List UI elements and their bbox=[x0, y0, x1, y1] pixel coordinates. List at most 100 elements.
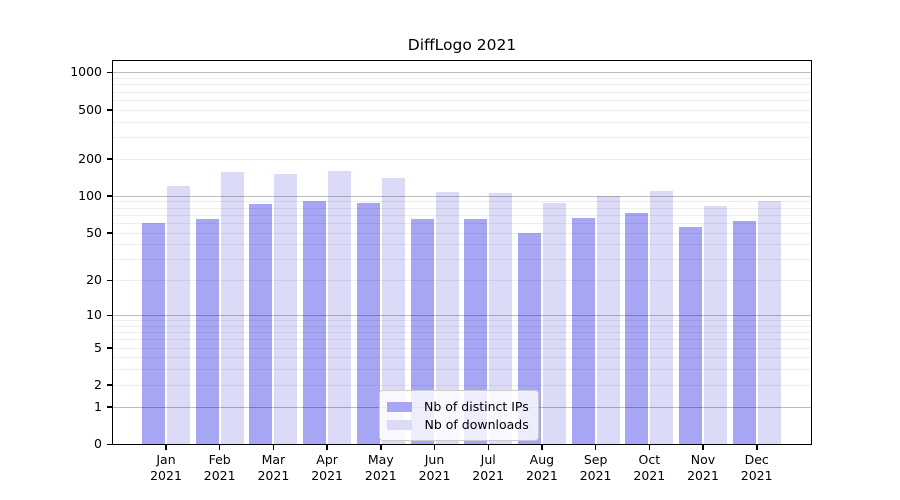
bar-distinct-ips bbox=[464, 219, 488, 444]
x-tick-label: Oct 2021 bbox=[619, 452, 679, 484]
y-tick-label: 10 bbox=[86, 307, 102, 322]
y-tick-mark bbox=[107, 71, 113, 74]
x-tick-year: 2021 bbox=[418, 468, 451, 483]
bar-distinct-ips bbox=[142, 222, 165, 444]
x-tick-month: Dec bbox=[744, 452, 769, 467]
legend-item: Nb of distinct IPs bbox=[387, 398, 529, 415]
bar-downloads bbox=[381, 177, 405, 444]
x-tick-mark bbox=[165, 444, 167, 450]
x-tick-year: 2021 bbox=[525, 468, 558, 483]
bar-downloads bbox=[757, 201, 781, 444]
y-tick-mark bbox=[107, 347, 113, 349]
x-tick-label: Jul 2021 bbox=[458, 452, 518, 484]
y-tick-mark bbox=[107, 443, 113, 445]
gridline-minor bbox=[113, 109, 811, 111]
gridline-minor bbox=[113, 91, 811, 93]
bar-downloads bbox=[328, 170, 352, 444]
y-tick-label: 50 bbox=[86, 224, 102, 240]
x-tick-year: 2021 bbox=[687, 468, 719, 483]
x-tick-year: 2021 bbox=[472, 468, 505, 483]
x-tick-mark bbox=[594, 444, 597, 450]
legend-label: Nb of distinct IPs bbox=[424, 399, 529, 414]
x-tick-mark bbox=[702, 444, 704, 450]
x-tick-month: Jan bbox=[156, 452, 176, 467]
x-tick-mark bbox=[272, 444, 275, 450]
legend: Nb of distinct IPs Nb of downloads bbox=[379, 390, 539, 441]
gridline-minor bbox=[113, 137, 811, 138]
x-tick-year: 2021 bbox=[579, 468, 612, 483]
y-tick-mark bbox=[107, 314, 113, 316]
x-tick-label: Nov 2021 bbox=[673, 452, 733, 484]
bar-distinct-ips bbox=[732, 221, 756, 444]
x-tick-label: Dec 2021 bbox=[727, 452, 787, 484]
x-tick-month: May bbox=[367, 452, 394, 467]
bar-distinct-ips bbox=[303, 201, 327, 444]
bar-downloads bbox=[489, 192, 513, 444]
x-tick-month: Jun bbox=[424, 452, 445, 467]
y-tick-label: 20 bbox=[86, 272, 102, 288]
gridline-minor bbox=[113, 121, 811, 123]
x-tick-year: 2021 bbox=[364, 468, 397, 483]
x-tick-month: Sep bbox=[583, 452, 608, 467]
bar-distinct-ips bbox=[410, 219, 434, 444]
bar-downloads bbox=[704, 206, 727, 444]
y-tick-mark bbox=[107, 232, 113, 234]
x-tick-mark bbox=[541, 444, 543, 450]
x-tick-year: 2021 bbox=[740, 468, 773, 483]
x-tick-mark bbox=[756, 444, 758, 450]
y-tick-label: 1000 bbox=[70, 64, 102, 80]
legend-item: Nb of downloads bbox=[387, 416, 529, 433]
x-tick-mark bbox=[433, 444, 436, 450]
y-tick-label: 5 bbox=[94, 339, 102, 355]
x-tick-month: Mar bbox=[261, 452, 286, 467]
bar-downloads bbox=[167, 186, 190, 444]
bar-downloads bbox=[650, 190, 674, 444]
x-tick-label: Jun 2021 bbox=[405, 452, 465, 484]
x-tick-month: Oct bbox=[638, 452, 661, 467]
y-tick-label: 500 bbox=[78, 101, 102, 117]
y-tick-label: 1 bbox=[94, 398, 102, 414]
bar-distinct-ips bbox=[571, 217, 595, 444]
bar-distinct-ips bbox=[625, 213, 649, 444]
x-tick-month: Apr bbox=[316, 452, 338, 467]
gridline-minor bbox=[113, 84, 811, 86]
plot-area bbox=[113, 61, 811, 444]
x-tick-year: 2021 bbox=[203, 468, 236, 483]
bar-downloads bbox=[596, 195, 620, 444]
y-tick-mark bbox=[107, 109, 113, 111]
x-tick-mark bbox=[218, 444, 221, 450]
y-tick-mark bbox=[107, 279, 113, 282]
bar-distinct-ips bbox=[356, 202, 380, 444]
y-tick-label: 0 bbox=[94, 436, 102, 451]
x-tick-label: Sep 2021 bbox=[566, 452, 626, 484]
x-tick-label: Apr 2021 bbox=[297, 452, 357, 484]
x-tick-label: Feb 2021 bbox=[190, 452, 250, 484]
gridline-minor bbox=[113, 99, 811, 101]
y-tick-mark bbox=[107, 158, 113, 160]
y-tick-mark bbox=[107, 195, 113, 197]
x-tick-label: Jan 2021 bbox=[136, 452, 196, 484]
legend-swatch-distinct-ips bbox=[387, 401, 412, 412]
x-tick-month: Feb bbox=[208, 452, 231, 467]
x-tick-year: 2021 bbox=[257, 468, 290, 483]
legend-label: Nb of downloads bbox=[424, 417, 529, 432]
y-tick-label: 200 bbox=[78, 150, 102, 166]
legend-swatch-downloads bbox=[387, 419, 412, 430]
bar-downloads bbox=[435, 191, 459, 444]
x-tick-mark bbox=[648, 444, 650, 450]
x-tick-label: May 2021 bbox=[351, 452, 411, 484]
y-tick-label: 2 bbox=[94, 376, 102, 392]
bar-downloads bbox=[274, 174, 298, 444]
x-tick-mark bbox=[487, 444, 489, 450]
x-tick-month: Nov bbox=[690, 452, 716, 467]
gridline-major bbox=[113, 195, 811, 197]
bar-downloads bbox=[220, 172, 244, 444]
bar-distinct-ips bbox=[249, 204, 273, 444]
x-tick-month: Jul bbox=[480, 452, 496, 467]
x-tick-label: Aug 2021 bbox=[512, 452, 572, 484]
gridline-major bbox=[113, 72, 811, 74]
x-tick-mark bbox=[380, 444, 382, 450]
bar-downloads bbox=[542, 203, 566, 444]
gridline-minor bbox=[113, 78, 811, 79]
y-tick-mark bbox=[107, 384, 113, 386]
